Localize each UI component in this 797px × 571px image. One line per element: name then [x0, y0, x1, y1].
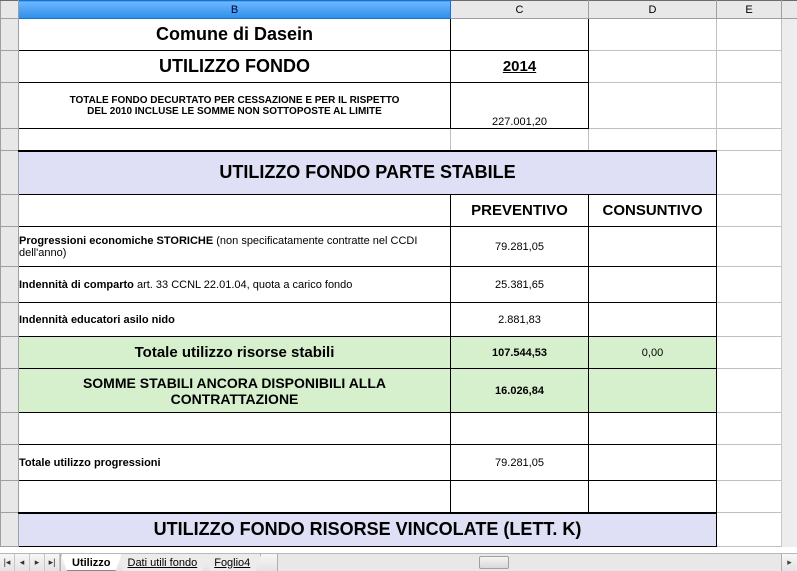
cell[interactable]: [19, 413, 451, 445]
cell[interactable]: [717, 481, 782, 513]
vscroll-header: [782, 1, 797, 19]
tab-foglio4[interactable]: Foglio4: [204, 554, 261, 571]
row-header[interactable]: [1, 151, 19, 195]
corner-cell[interactable]: [1, 1, 19, 19]
cell[interactable]: [717, 413, 782, 445]
value-cons[interactable]: [589, 303, 717, 337]
row-indennita-educatori[interactable]: Indennità educatori asilo nido: [19, 303, 451, 337]
section-risorse-vincolate[interactable]: UTILIZZO FONDO RISORSE VINCOLATE (LETT. …: [19, 513, 717, 547]
text-line: TOTALE FONDO DECURTATO PER CESSAZIONE E …: [19, 95, 450, 106]
row-header[interactable]: [1, 195, 19, 227]
row-header[interactable]: [1, 413, 19, 445]
value-cons[interactable]: 0,00: [589, 337, 717, 369]
section-parte-stabile[interactable]: UTILIZZO FONDO PARTE STABILE: [19, 151, 717, 195]
cell[interactable]: [717, 51, 782, 83]
cell[interactable]: [451, 19, 589, 51]
tab-prev-icon[interactable]: ◂: [15, 554, 30, 571]
cell[interactable]: [717, 513, 782, 547]
row-header[interactable]: [1, 369, 19, 413]
row-header[interactable]: [1, 129, 19, 151]
label-bold: Indennità di comparto: [19, 279, 134, 291]
row-header[interactable]: [1, 513, 19, 547]
value-cons[interactable]: [589, 445, 717, 481]
column-header-row: B C D E: [1, 1, 797, 19]
cell[interactable]: [717, 129, 782, 151]
row-header[interactable]: [1, 445, 19, 481]
value-prev[interactable]: 79.281,05: [451, 445, 589, 481]
col-header-e[interactable]: E: [717, 1, 782, 19]
title-cell[interactable]: Comune di Dasein: [19, 19, 451, 51]
cell[interactable]: [717, 337, 782, 369]
row-header[interactable]: [1, 19, 19, 51]
cell[interactable]: [19, 129, 451, 151]
cell[interactable]: [451, 129, 589, 151]
fondo-decurtato-value[interactable]: 227.001,20: [451, 83, 589, 129]
row-header[interactable]: [1, 83, 19, 129]
col-header-c[interactable]: C: [451, 1, 589, 19]
row-header[interactable]: [1, 481, 19, 513]
cell[interactable]: [589, 129, 717, 151]
label-rest: art. 33 CCNL 22.01.04, quota a carico fo…: [134, 279, 353, 291]
spreadsheet-viewport: B C D E Comune di Dasein UTILIZZO FONDO …: [0, 0, 797, 571]
cell[interactable]: [717, 83, 782, 129]
hscroll-thumb[interactable]: [479, 556, 509, 569]
tab-utilizzo[interactable]: Utilizzo: [61, 554, 122, 571]
fondo-decurtato-label[interactable]: TOTALE FONDO DECURTATO PER CESSAZIONE E …: [19, 83, 451, 129]
cell[interactable]: [19, 481, 451, 513]
row-header[interactable]: [1, 303, 19, 337]
section-utilizzo-fondo[interactable]: UTILIZZO FONDO: [19, 51, 451, 83]
cell[interactable]: [717, 227, 782, 267]
sheet-tab-bar: |◂ ◂ ▸ ▸| Utilizzo Dati utili fondo Fogl…: [0, 553, 797, 571]
tab-nav-buttons: |◂ ◂ ▸ ▸|: [0, 554, 61, 571]
cell[interactable]: [717, 19, 782, 51]
cell[interactable]: [717, 369, 782, 413]
row-header[interactable]: [1, 337, 19, 369]
row-somme-disponibili[interactable]: SOMME STABILI ANCORA DISPONIBILI ALLA CO…: [19, 369, 451, 413]
value-prev[interactable]: 107.544,53: [451, 337, 589, 369]
col-preventivo[interactable]: PREVENTIVO: [451, 195, 589, 227]
tab-first-icon[interactable]: |◂: [0, 554, 15, 571]
cell[interactable]: [589, 51, 717, 83]
row-header[interactable]: [1, 267, 19, 303]
row-header[interactable]: [1, 51, 19, 83]
cell[interactable]: [451, 413, 589, 445]
cell[interactable]: [589, 413, 717, 445]
value-prev[interactable]: 25.381,65: [451, 267, 589, 303]
cell[interactable]: [451, 481, 589, 513]
hscroll-track[interactable]: [277, 554, 781, 571]
cell[interactable]: [589, 19, 717, 51]
tab-next-icon[interactable]: ▸: [30, 554, 45, 571]
hscroll-right-icon[interactable]: ▸: [781, 554, 797, 571]
text-line: DEL 2010 INCLUSE LE SOMME NON SOTTOPOSTE…: [19, 106, 450, 117]
value-prev[interactable]: 2.881,83: [451, 303, 589, 337]
row-header[interactable]: [1, 227, 19, 267]
value-cons[interactable]: [589, 369, 717, 413]
cell[interactable]: [717, 151, 782, 195]
cell[interactable]: [717, 303, 782, 337]
cell[interactable]: [589, 83, 717, 129]
tab-dati-utili-fondo[interactable]: Dati utili fondo: [118, 554, 209, 571]
tab-last-icon[interactable]: ▸|: [45, 554, 60, 571]
cell[interactable]: [589, 481, 717, 513]
row-indennita-comparto[interactable]: Indennità di comparto art. 33 CCNL 22.01…: [19, 267, 451, 303]
cell[interactable]: [717, 195, 782, 227]
cell[interactable]: [717, 445, 782, 481]
value-cons[interactable]: [589, 227, 717, 267]
value-cons[interactable]: [589, 267, 717, 303]
cell[interactable]: [717, 267, 782, 303]
vscroll-area[interactable]: [782, 19, 797, 547]
row-progressioni-storiche[interactable]: Progressioni economiche STORICHE (non sp…: [19, 227, 451, 267]
row-totale-stabili[interactable]: Totale utilizzo risorse stabili: [19, 337, 451, 369]
value-prev[interactable]: 16.026,84: [451, 369, 589, 413]
label-bold: Progressioni economiche STORICHE: [19, 235, 213, 247]
year-cell[interactable]: 2014: [451, 51, 589, 83]
row-totale-progressioni[interactable]: Totale utilizzo progressioni: [19, 445, 451, 481]
cell[interactable]: [19, 195, 451, 227]
value-prev[interactable]: 79.281,05: [451, 227, 589, 267]
col-consuntivo[interactable]: CONSUNTIVO: [589, 195, 717, 227]
col-header-d[interactable]: D: [589, 1, 717, 19]
col-header-b[interactable]: B: [19, 1, 451, 19]
spreadsheet-grid: B C D E Comune di Dasein UTILIZZO FONDO …: [0, 0, 797, 547]
